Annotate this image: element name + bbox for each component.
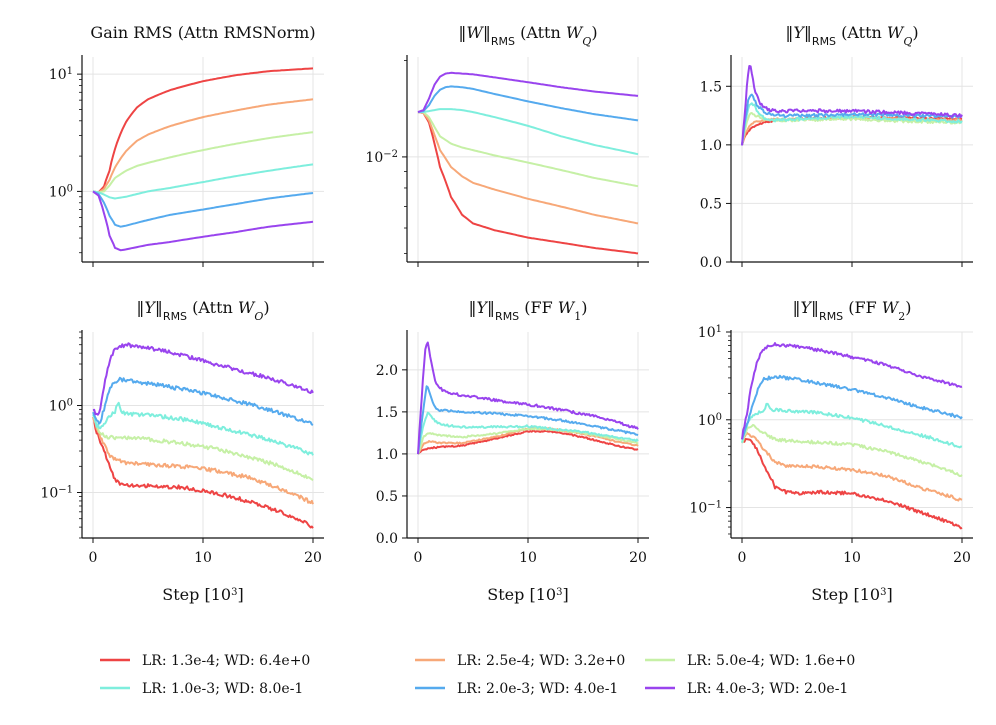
series-line — [741, 342, 963, 440]
series-line — [92, 67, 314, 194]
y-tick-label: 1.0 — [376, 447, 398, 463]
panel-2: 10−2 ‖W‖RMS (Attn WQ) — [365, 23, 649, 267]
legend-label: LR: 1.0e-3; WD: 8.0e-1 — [142, 681, 303, 697]
legend-label: LR: 2.5e-4; WD: 3.2e+0 — [457, 653, 625, 669]
y-tick-label: 0.0 — [376, 531, 398, 547]
legend: LR: 1.3e-4; WD: 6.4e+0 LR: 2.5e-4; WD: 3.… — [100, 653, 855, 697]
y-tick-label: 100 — [49, 183, 73, 201]
y-tick-label: 0.5 — [700, 196, 722, 212]
panel-5: 0 10 20 0.0 0.5 1.0 1.5 2.0 ‖Y‖RMS (FF W1) Step [… — [376, 298, 649, 604]
y-tick-label: 1.5 — [700, 79, 722, 95]
y-tick-label: 101 — [49, 66, 73, 84]
panel-title: ‖Y‖RMS (FF W1) — [468, 298, 587, 323]
series-line — [417, 427, 639, 455]
x-tick-label: 10 — [194, 550, 212, 566]
series-line — [741, 402, 963, 449]
x-tick-label: 10 — [519, 550, 537, 566]
y-tick-label: 2.0 — [376, 363, 398, 379]
x-axis-label: Step [103] — [487, 585, 568, 604]
x-tick-label: 0 — [89, 550, 98, 566]
y-tick-label: 0.5 — [376, 489, 398, 505]
series-line — [417, 111, 639, 255]
x-tick-label: 0 — [738, 550, 747, 566]
panel-title: ‖W‖RMS (Attn WQ) — [458, 23, 597, 48]
y-tick-label: 1.5 — [376, 405, 398, 421]
x-tick-label: 10 — [843, 550, 861, 566]
series-line — [741, 431, 963, 502]
y-tick-label: 101 — [698, 324, 722, 342]
x-tick-label: 20 — [953, 550, 971, 566]
y-tick-label: 100 — [698, 411, 722, 429]
series-line — [741, 93, 963, 146]
series-line — [92, 190, 314, 252]
y-tick-label: 1.0 — [700, 138, 722, 154]
panel-title: ‖Y‖RMS (Attn WQ) — [785, 23, 918, 48]
series-line — [92, 98, 314, 194]
series-line — [417, 341, 639, 455]
panel-1: 100 101 Gain RMS (Attn RMSNorm) — [49, 23, 324, 267]
panel-6: 0 10 20 10−1 100 101 ‖Y‖RMS (FF W2) Step [103] — [689, 298, 973, 604]
series-line — [92, 131, 314, 194]
series-line — [741, 423, 963, 477]
x-tick-label: 20 — [629, 550, 647, 566]
panel-4: 0 10 20 10−1 100 ‖Y‖RMS (Attn WO) Step [103] — [40, 298, 324, 604]
series-line — [92, 416, 314, 529]
y-tick-label: 10−1 — [40, 484, 73, 502]
x-tick-label: 0 — [414, 550, 423, 566]
series-line — [418, 108, 639, 156]
series-line — [92, 376, 314, 426]
panel-title: Gain RMS (Attn RMSNorm) — [90, 23, 315, 42]
series-line — [741, 374, 963, 440]
panel-title: ‖Y‖RMS (FF W2) — [792, 298, 911, 323]
series-line — [417, 385, 639, 455]
y-tick-label: 10−2 — [365, 148, 398, 166]
series-line — [417, 71, 639, 114]
x-tick-label: 20 — [304, 550, 322, 566]
x-axis-label: Step [103] — [162, 585, 243, 604]
y-tick-label: 100 — [49, 397, 73, 415]
panel-3: 0.0 0.5 1.0 1.5 ‖Y‖RMS (Attn WQ) — [700, 23, 973, 271]
series-line — [92, 416, 314, 505]
series-line — [92, 401, 314, 456]
series-line — [741, 65, 963, 146]
series-line — [417, 411, 639, 455]
series-line — [92, 190, 314, 228]
legend-label: LR: 5.0e-4; WD: 1.6e+0 — [687, 653, 855, 669]
legend-label: LR: 1.3e-4; WD: 6.4e+0 — [142, 653, 310, 669]
x-axis-label: Step [103] — [811, 585, 892, 604]
series-line — [92, 163, 314, 200]
series-line — [92, 416, 314, 482]
y-tick-label: 10−1 — [689, 499, 722, 517]
series-line — [417, 429, 639, 455]
series-line — [418, 111, 639, 188]
series-line — [741, 102, 963, 146]
series-line — [92, 342, 314, 416]
series-line — [741, 438, 963, 530]
series-line — [417, 85, 639, 122]
legend-label: LR: 2.0e-3; WD: 4.0e-1 — [457, 681, 618, 697]
series-line — [417, 111, 639, 225]
legend-label: LR: 4.0e-3; WD: 2.0e-1 — [687, 681, 848, 697]
panel-title: ‖Y‖RMS (Attn WO) — [136, 298, 269, 323]
y-tick-label: 0.0 — [700, 255, 722, 271]
